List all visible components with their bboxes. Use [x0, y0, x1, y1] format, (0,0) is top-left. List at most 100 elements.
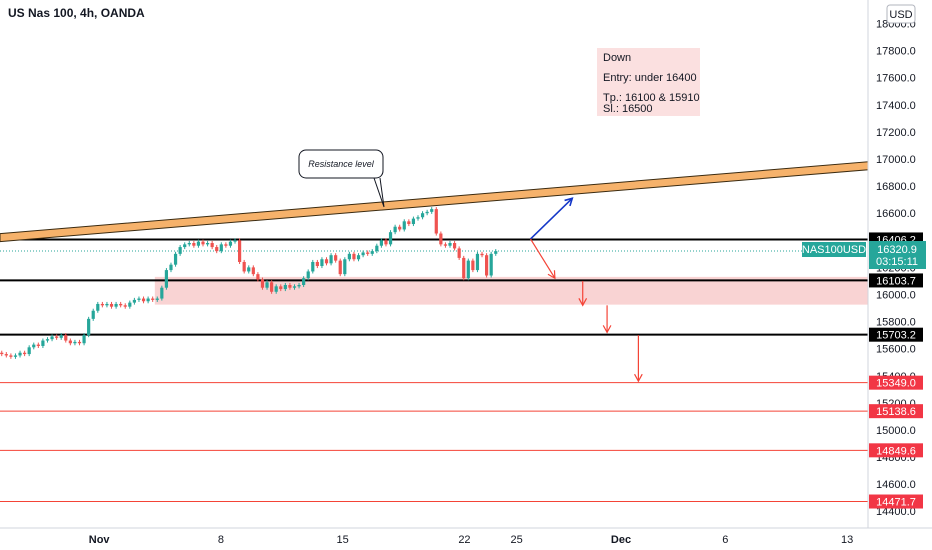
candle-body [105, 303, 109, 306]
callout-label: Resistance level [308, 159, 375, 169]
candle-body [352, 253, 356, 260]
candle-body [384, 240, 388, 245]
arrow-head [602, 325, 612, 334]
price-tick-label: 14600.0 [876, 479, 916, 491]
arrow-shaft [529, 197, 573, 240]
candle-body [416, 217, 420, 219]
candle-body [489, 253, 493, 276]
time-tick-label: 22 [458, 534, 470, 546]
price-tick-label: 17200.0 [876, 127, 916, 139]
candle-body [274, 286, 278, 292]
current-price-value: 16320.9 [877, 244, 917, 256]
price-tick-label: 17400.0 [876, 100, 916, 112]
candle-body [183, 244, 187, 248]
candle-body [388, 232, 393, 245]
candle-body [132, 299, 136, 303]
candle-body [123, 305, 127, 307]
candle-body [283, 284, 287, 290]
candle-body [173, 253, 178, 265]
candle-body [480, 253, 484, 256]
price-tick-label: 15000.0 [876, 425, 916, 437]
candle-body [128, 302, 132, 307]
candle-body [457, 248, 461, 258]
candle-body [471, 260, 475, 271]
annotation-box [597, 48, 700, 116]
candle-body [73, 341, 77, 344]
annotation-line-tp: Tp.: 16100 & 15910 [603, 92, 700, 104]
price-tick-label: 16000.0 [876, 289, 916, 301]
candle-body [242, 261, 246, 272]
resistance-callout[interactable]: Resistance level [298, 149, 385, 208]
candle-body [233, 240, 237, 242]
candle-body [402, 221, 406, 230]
candle-body [100, 303, 104, 306]
price-tick-label: 17800.0 [876, 46, 916, 58]
candle-body [187, 243, 191, 245]
annotation-line-sl: Sl.: 16500 [603, 103, 653, 115]
candle-body [109, 303, 114, 307]
candle-body [452, 243, 457, 249]
trade-annotation[interactable]: Down Entry: under 16400 Tp.: 16100 & 159… [597, 48, 700, 116]
candle-body [375, 245, 379, 252]
candle-body [45, 339, 50, 341]
candle-body [87, 318, 91, 336]
level-price-badge [869, 327, 923, 342]
candle-body [320, 259, 324, 267]
currency-button[interactable] [886, 4, 916, 24]
candle-body [439, 233, 443, 245]
candle-body [237, 240, 242, 262]
price-tick-label: 15800.0 [876, 317, 916, 329]
candle-body [279, 286, 283, 290]
candle-body [13, 355, 18, 357]
current-price-badge [869, 241, 926, 269]
candle-body [36, 344, 40, 346]
price-tick-label: 15600.0 [876, 344, 916, 356]
level-price-label: 15138.6 [876, 406, 916, 418]
callout-pointer [373, 177, 385, 208]
price-tick-label: 16800.0 [876, 181, 916, 193]
arrow-head [564, 197, 574, 207]
candle-body [247, 267, 251, 272]
candle-body [379, 240, 383, 246]
candle-body [265, 282, 269, 288]
candle-body [443, 244, 448, 246]
candle-body [205, 243, 210, 245]
candle-body [462, 257, 466, 279]
candle-body [475, 253, 480, 271]
level-price-badge [869, 375, 923, 390]
demand-zone-group [154, 276, 869, 305]
level-price-label: 14471.7 [876, 497, 916, 509]
candle-body [324, 259, 329, 264]
candle-body [347, 253, 351, 260]
chart-title: US Nas 100, 4h, OANDA [8, 6, 145, 20]
candle-body [270, 282, 274, 292]
candle-body [224, 244, 228, 246]
time-tick-label: 13 [841, 534, 853, 546]
candle-body [251, 267, 255, 275]
currency-label[interactable]: USD [889, 9, 912, 21]
price-axis[interactable]: 14400.014600.014800.015000.015200.015400… [867, 0, 923, 528]
candle-body [18, 352, 22, 356]
candle-body [411, 218, 416, 225]
price-tick-label: 16600.0 [876, 208, 916, 220]
candle-body [315, 261, 319, 267]
candle-body [466, 260, 470, 279]
candle-body [210, 243, 214, 248]
candle-body [137, 298, 141, 300]
bar-countdown: 03:15:11 [876, 256, 918, 268]
candle-body [114, 303, 118, 307]
candle-body [393, 226, 397, 233]
candle-body [160, 287, 164, 299]
plot-area[interactable] [0, 0, 868, 528]
candle-body [334, 255, 338, 261]
level-price-badge [869, 404, 923, 419]
time-tick-label: Dec [611, 534, 631, 546]
candle-body [407, 221, 411, 225]
candle-body [494, 251, 498, 254]
time-axis[interactable]: Nov 8 15 22 25 Dec 6 13 [0, 527, 932, 546]
candle-body [370, 251, 374, 254]
level-price-label: 15349.0 [876, 378, 916, 390]
candle-body [169, 264, 173, 271]
symbol-price-tag[interactable]: NAS100USD 16320.9 03:15:11 [802, 241, 926, 269]
